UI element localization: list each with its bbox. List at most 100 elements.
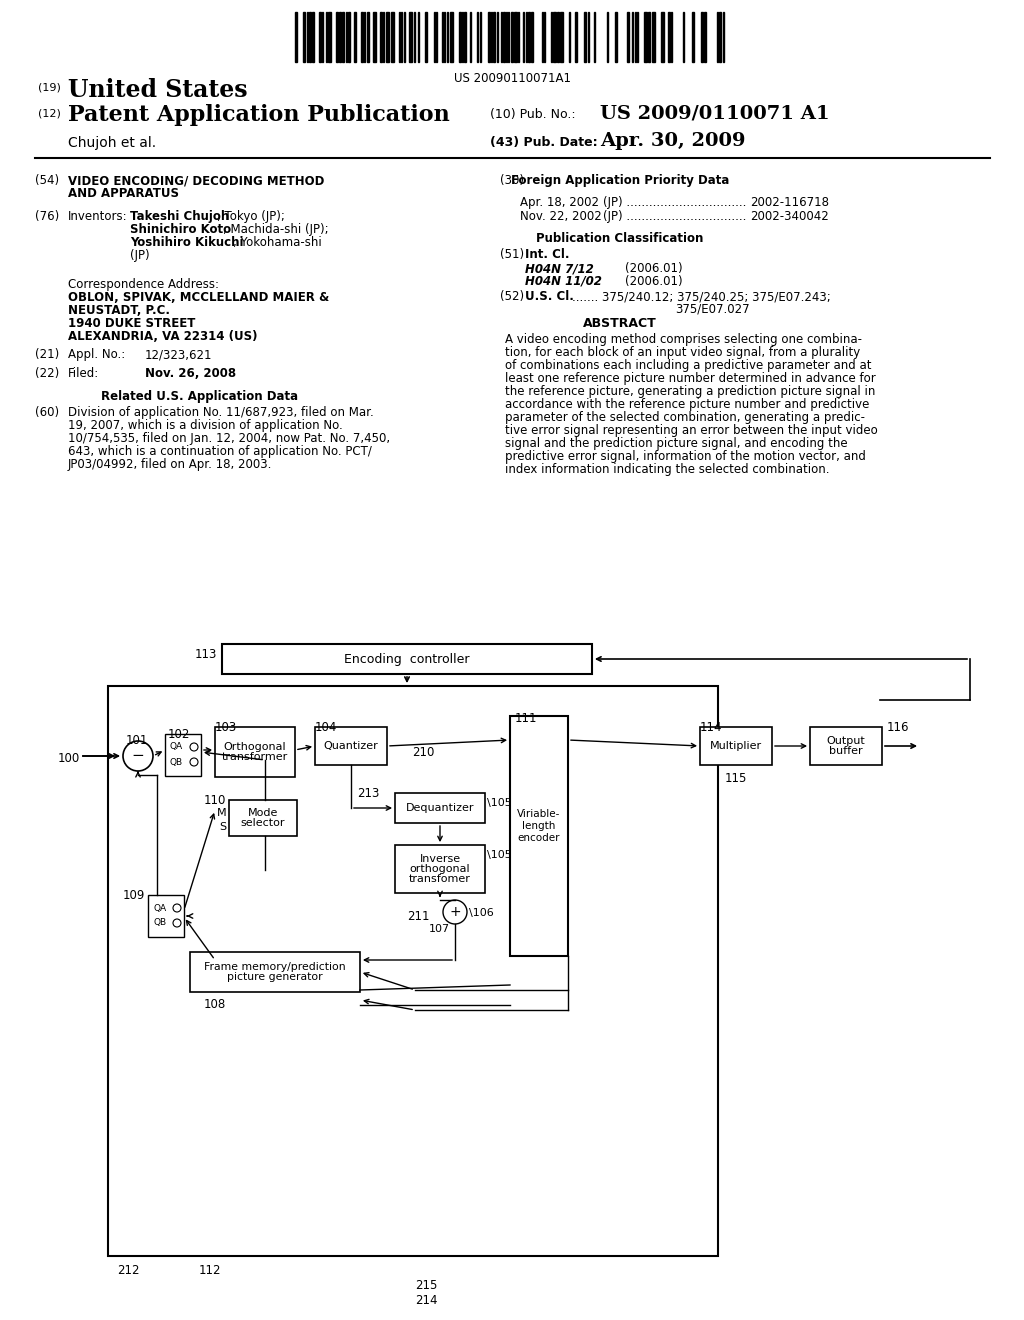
Text: 116: 116 — [887, 721, 909, 734]
Bar — [312, 12, 314, 62]
Text: , Tokyo (JP);: , Tokyo (JP); — [217, 210, 285, 223]
Text: Related U.S. Application Data: Related U.S. Application Data — [101, 389, 299, 403]
Bar — [627, 12, 629, 62]
Bar — [488, 12, 490, 62]
Text: (60): (60) — [35, 407, 59, 418]
Text: Dequantizer: Dequantizer — [406, 803, 474, 813]
Text: H04N 7/12: H04N 7/12 — [525, 261, 594, 275]
Text: 214: 214 — [415, 1294, 437, 1307]
Text: JP03/04992, filed on Apr. 18, 2003.: JP03/04992, filed on Apr. 18, 2003. — [68, 458, 272, 471]
Bar — [354, 12, 356, 62]
Bar — [644, 12, 647, 62]
Bar — [692, 12, 694, 62]
Bar — [395, 793, 485, 822]
Text: VIDEO ENCODING/ DECODING METHOD: VIDEO ENCODING/ DECODING METHOD — [68, 174, 325, 187]
Bar — [303, 12, 305, 62]
Text: 2002-340042: 2002-340042 — [750, 210, 828, 223]
Text: (52): (52) — [500, 290, 524, 304]
Text: (30): (30) — [500, 174, 524, 187]
Text: 108: 108 — [204, 998, 226, 1011]
Text: Takeshi Chujoh: Takeshi Chujoh — [130, 210, 229, 223]
Text: 100: 100 — [57, 752, 80, 766]
Bar — [315, 727, 387, 766]
Bar — [584, 12, 586, 62]
Text: 375/E07.027: 375/E07.027 — [675, 304, 750, 315]
Text: 210: 210 — [412, 746, 434, 759]
Text: US 20090110071A1: US 20090110071A1 — [454, 73, 570, 84]
Text: Shinichiro Koto: Shinichiro Koto — [130, 223, 231, 236]
Text: (2006.01): (2006.01) — [625, 275, 683, 288]
Bar — [701, 12, 703, 62]
Text: Mode: Mode — [248, 808, 279, 818]
Text: (JP): (JP) — [130, 249, 150, 261]
Text: Quantizer: Quantizer — [324, 741, 379, 751]
Text: \106: \106 — [469, 908, 494, 917]
Text: index information indicating the selected combination.: index information indicating the selecte… — [505, 463, 829, 477]
Text: of combinations each including a predictive parameter and at: of combinations each including a predict… — [505, 359, 871, 372]
Text: Output: Output — [826, 737, 865, 746]
Text: US 2009/0110071 A1: US 2009/0110071 A1 — [600, 104, 829, 121]
Text: −: − — [132, 748, 144, 763]
Bar — [652, 12, 655, 62]
Bar — [148, 895, 184, 937]
Bar — [514, 12, 517, 62]
Text: , Machida-shi (JP);: , Machida-shi (JP); — [223, 223, 329, 236]
Text: Correspondence Address:: Correspondence Address: — [68, 279, 219, 290]
Bar — [511, 12, 513, 62]
Bar — [409, 12, 412, 62]
Text: 102: 102 — [168, 729, 190, 741]
Text: United States: United States — [68, 78, 248, 102]
Bar — [503, 12, 505, 62]
Text: QB: QB — [153, 919, 166, 928]
Bar — [668, 12, 670, 62]
Text: 643, which is a continuation of application No. PCT/: 643, which is a continuation of applicat… — [68, 445, 372, 458]
Text: tion, for each block of an input video signal, from a plurality: tion, for each block of an input video s… — [505, 346, 860, 359]
Bar — [108, 686, 718, 1257]
Bar — [810, 727, 882, 766]
Text: QA: QA — [153, 903, 166, 912]
Text: NEUSTADT, P.C.: NEUSTADT, P.C. — [68, 304, 170, 317]
Text: Appl. No.:: Appl. No.: — [68, 348, 125, 360]
Bar — [361, 12, 362, 62]
Text: (51): (51) — [500, 248, 524, 261]
Text: (54): (54) — [35, 174, 59, 187]
Bar — [648, 12, 650, 62]
Text: (43) Pub. Date:: (43) Pub. Date: — [490, 136, 598, 149]
Text: 112: 112 — [199, 1265, 221, 1276]
Text: Patent Application Publication: Patent Application Publication — [68, 104, 450, 125]
Text: Int. Cl.: Int. Cl. — [525, 248, 569, 261]
Text: predictive error signal, information of the motion vector, and: predictive error signal, information of … — [505, 450, 866, 463]
Text: 2002-116718: 2002-116718 — [750, 195, 829, 209]
Text: H04N 11/02: H04N 11/02 — [525, 275, 602, 288]
Bar — [328, 12, 331, 62]
Bar — [342, 12, 344, 62]
Text: ....... 375/240.12; 375/240.25; 375/E07.243;: ....... 375/240.12; 375/240.25; 375/E07.… — [572, 290, 830, 304]
Bar — [700, 727, 772, 766]
Bar — [662, 12, 664, 62]
Text: the reference picture, generating a prediction picture signal in: the reference picture, generating a pred… — [505, 385, 876, 399]
Text: tive error signal representing an error between the input video: tive error signal representing an error … — [505, 424, 878, 437]
Bar — [531, 12, 534, 62]
Text: 215: 215 — [415, 1279, 437, 1292]
Text: 19, 2007, which is a division of application No.: 19, 2007, which is a division of applica… — [68, 418, 343, 432]
Text: 211: 211 — [408, 909, 430, 923]
Bar — [319, 12, 321, 62]
Bar — [575, 12, 577, 62]
Text: , Yokohama-shi: , Yokohama-shi — [233, 236, 322, 249]
Bar — [373, 12, 376, 62]
Text: 103: 103 — [215, 721, 238, 734]
Bar — [190, 952, 360, 993]
Text: ABSTRACT: ABSTRACT — [583, 317, 656, 330]
Text: Apr. 18, 2002: Apr. 18, 2002 — [520, 195, 599, 209]
Bar — [391, 12, 394, 62]
Text: signal and the prediction picture signal, and encoding the: signal and the prediction picture signal… — [505, 437, 848, 450]
Text: Viriable-
length
encoder: Viriable- length encoder — [517, 809, 561, 842]
Text: 104: 104 — [315, 721, 337, 734]
Text: Orthogonal: Orthogonal — [223, 742, 287, 752]
Bar — [450, 12, 453, 62]
Text: 107: 107 — [429, 924, 450, 935]
Bar — [367, 12, 369, 62]
Text: (2006.01): (2006.01) — [625, 261, 683, 275]
Text: (10) Pub. No.:: (10) Pub. No.: — [490, 108, 575, 121]
Text: 12/323,621: 12/323,621 — [145, 348, 213, 360]
